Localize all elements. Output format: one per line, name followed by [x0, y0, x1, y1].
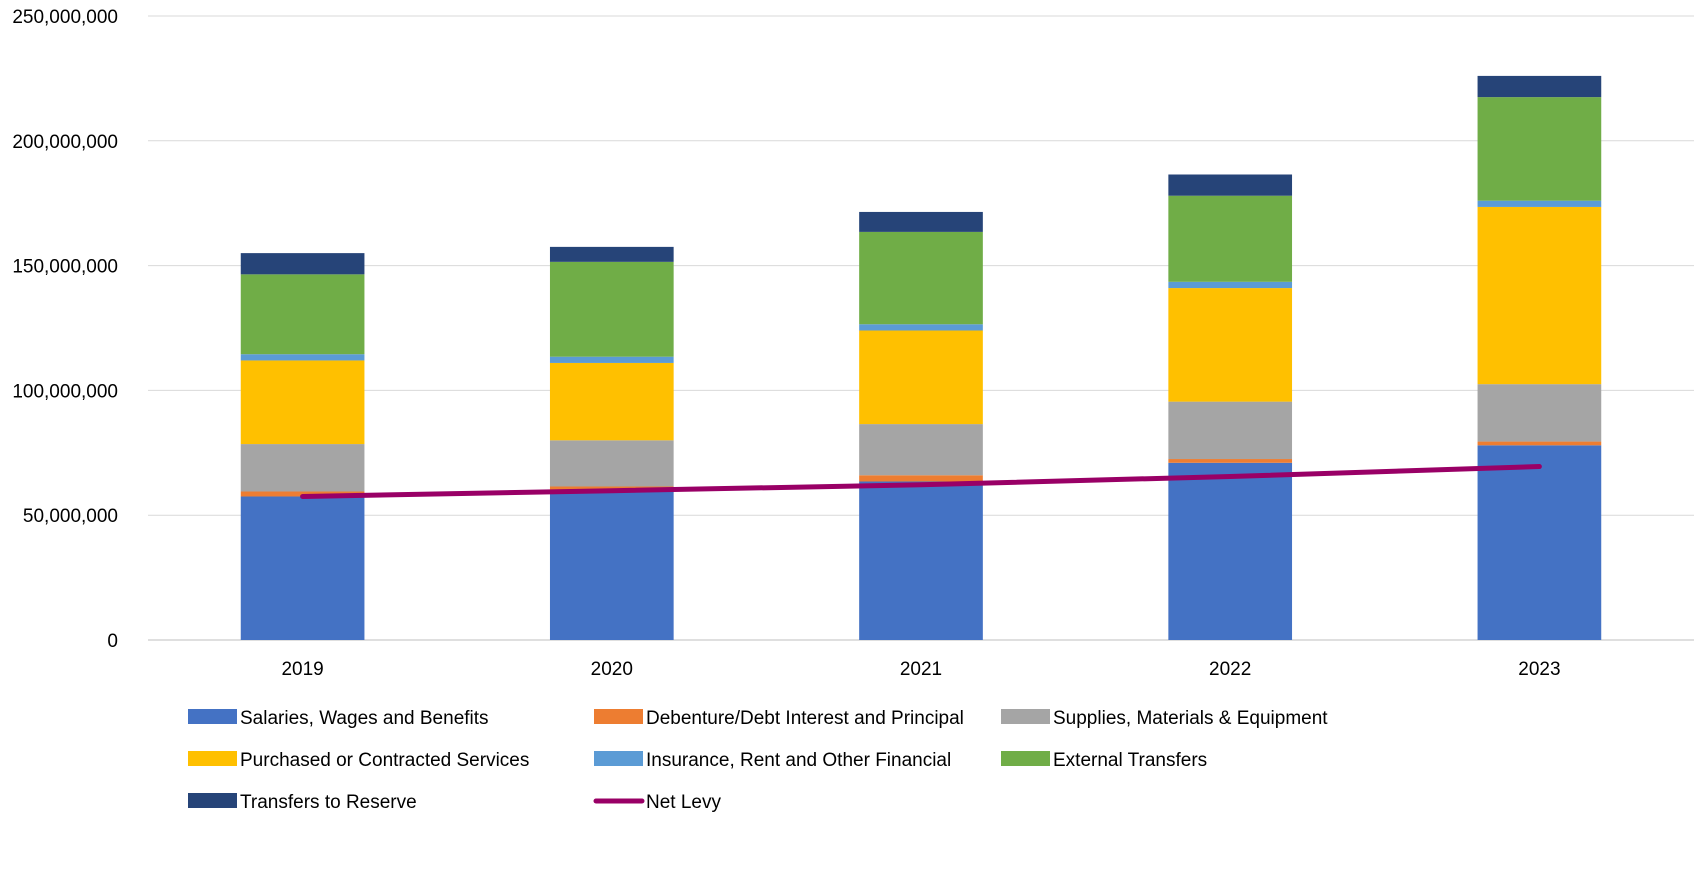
bar-segment	[1477, 206, 1602, 385]
legend-swatch	[188, 793, 237, 808]
legend-swatch	[594, 709, 643, 724]
x-tick-label: 2023	[1518, 659, 1560, 680]
bar-segment	[549, 362, 674, 441]
y-tick-label: 50,000,000	[23, 506, 118, 527]
bar-segment	[240, 354, 365, 361]
bar-segment	[1477, 75, 1602, 98]
legend-label: Purchased or Contracted Services	[240, 750, 529, 771]
y-tick-label: 0	[107, 631, 118, 652]
bar-segment	[240, 496, 365, 640]
y-tick-label: 150,000,000	[12, 257, 118, 278]
y-axis-tick-labels: 0 50,000,000 100,000,000 150,000,000 200,000…	[12, 7, 118, 652]
bar-segment	[240, 360, 365, 445]
x-tick-label: 2020	[591, 659, 633, 680]
bar-segment	[549, 356, 674, 363]
line-series	[300, 464, 1542, 499]
bar-segment	[549, 440, 674, 487]
bar-segment	[1168, 401, 1293, 460]
bar-segment	[1477, 384, 1602, 442]
legend-label: Debenture/Debt Interest and Principal	[646, 708, 964, 729]
x-axis: 2019 2020 2021 2022 2023	[281, 659, 1560, 680]
bar-segment	[240, 274, 365, 355]
legend-label: Transfers to Reserve	[240, 792, 417, 813]
y-tick-label: 250,000,000	[12, 7, 118, 28]
y-tick-label: 200,000,000	[12, 132, 118, 153]
bar-segment	[1168, 195, 1293, 282]
legend-label: Salaries, Wages and Benefits	[240, 708, 489, 729]
bar-segment	[240, 253, 365, 275]
bar-segment	[1477, 445, 1602, 640]
legend-label: Insurance, Rent and Other Financial	[646, 750, 951, 771]
bar-segment	[1477, 97, 1602, 201]
bar-segment	[1168, 174, 1293, 196]
legend-swatch	[1001, 709, 1050, 724]
bar-segment	[549, 246, 674, 262]
legend-swatch	[188, 751, 237, 766]
bar-segment	[859, 330, 983, 425]
x-tick-label: 2022	[1209, 659, 1251, 680]
legend-swatch	[1001, 751, 1050, 766]
bar-segment	[859, 324, 983, 331]
bar-segment	[859, 231, 983, 325]
x-tick-label: 2021	[900, 659, 942, 680]
bar-segment	[859, 481, 983, 640]
legend-label: Net Levy	[646, 792, 721, 813]
bar-segment	[1477, 441, 1602, 446]
bars	[240, 75, 1602, 640]
bar-segment	[1168, 288, 1293, 402]
legend-swatch	[594, 751, 643, 766]
net-levy-line	[300, 464, 1542, 499]
bar-segment	[859, 424, 983, 476]
x-tick-label: 2019	[281, 659, 323, 680]
legend-label: Supplies, Materials & Equipment	[1053, 708, 1328, 729]
bar-segment	[1477, 200, 1602, 207]
bar-segment	[549, 261, 674, 357]
bar-segment	[859, 211, 983, 232]
legend-label: External Transfers	[1053, 750, 1207, 771]
bar-segment	[240, 444, 365, 492]
y-tick-label: 100,000,000	[12, 381, 118, 402]
bar-segment	[1168, 459, 1293, 463]
legend-swatch	[188, 709, 237, 724]
bar-segment	[1168, 462, 1293, 640]
bar-segment	[549, 490, 674, 640]
legend: Salaries, Wages and Benefits Debenture/De…	[188, 708, 1328, 813]
bar-segment	[859, 475, 983, 482]
bar-segment	[1168, 281, 1293, 289]
